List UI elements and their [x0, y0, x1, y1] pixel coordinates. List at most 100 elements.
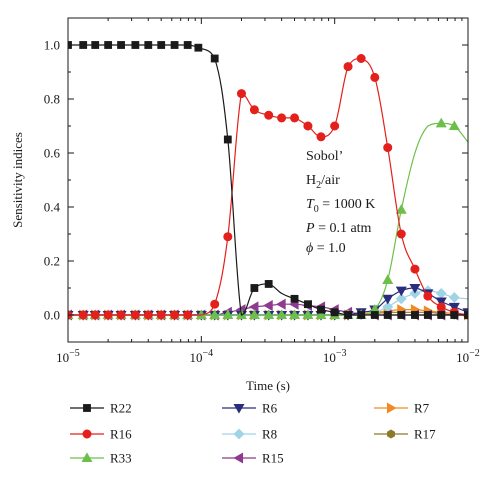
y-tick-label: 0.4: [44, 200, 61, 215]
legend-item-r17: R17: [374, 427, 436, 442]
x-tick-label: 10−2: [456, 348, 480, 365]
data-point-r22: [264, 280, 273, 288]
data-point-r16: [303, 121, 313, 131]
data-point-r16: [343, 62, 353, 72]
legend: R22 R16 R33 R6 R8 R15 R7 R17: [70, 401, 436, 466]
data-point-r8: [435, 287, 447, 299]
legend-item-r15: R15: [222, 451, 284, 466]
data-point-r22: [131, 41, 140, 49]
data-point-r22: [250, 284, 259, 292]
data-point-r16: [423, 291, 433, 301]
x-tick-label: 10−5: [56, 348, 80, 365]
annotation-pressure: P = 0.1 atm: [305, 221, 372, 236]
data-point-r16: [130, 310, 140, 320]
data-point-r16: [183, 310, 193, 320]
legend-marker-r7: [386, 402, 397, 414]
y-tick-label: 0.8: [44, 92, 60, 107]
y-axis-title: Sensitivity indices: [10, 132, 25, 228]
legend-marker-r15: [233, 452, 244, 464]
data-point-r16: [223, 232, 233, 242]
legend-label-r15: R15: [262, 451, 284, 466]
data-point-r33: [315, 309, 327, 320]
legend-item-r16: R16: [70, 427, 132, 442]
legend-marker-r22: [83, 404, 91, 412]
data-point-r22: [411, 311, 419, 319]
data-point-r22: [304, 300, 312, 309]
data-point-r16: [170, 310, 180, 320]
data-point-r22: [344, 311, 352, 319]
x-axis-title: Time (s): [246, 378, 290, 393]
legend-marker-r6: [233, 403, 245, 414]
condition-annotation: Sobol’ H2/air T0 = 1000 K P = 0.1 atm ϕ …: [305, 149, 375, 256]
data-point-r16: [316, 132, 326, 142]
data-point-r16: [277, 113, 287, 123]
data-point-r22: [183, 41, 192, 49]
data-point-r22: [397, 311, 406, 319]
data-point-r33: [302, 309, 314, 320]
data-point-r33: [263, 309, 275, 320]
data-point-r22: [157, 41, 166, 49]
y-tick-label: 0.0: [44, 308, 60, 323]
data-point-r22: [194, 43, 203, 52]
data-point-r16: [78, 310, 88, 320]
data-point-r22: [423, 311, 432, 319]
legend-label-r17: R17: [414, 427, 436, 442]
y-tick-label: 1.0: [44, 38, 60, 53]
data-point-r33: [222, 309, 234, 320]
x-tick-label: 10−4: [190, 348, 214, 365]
data-point-r33: [382, 274, 394, 284]
axis-ticks: 0.0 0.2 0.4 0.6 0.8 1.0 10−5 10−4 10−3 10−2: [44, 18, 480, 365]
data-point-r16: [264, 110, 274, 120]
data-point-r16: [236, 89, 246, 99]
data-point-r16: [116, 310, 126, 320]
legend-item-r7: R7: [374, 401, 430, 416]
legend-marker-r16: [82, 429, 92, 439]
data-point-r22: [450, 311, 459, 319]
legend-label-r22: R22: [110, 401, 132, 416]
data-point-r16: [210, 299, 220, 309]
legend-label-r8: R8: [262, 427, 277, 442]
data-point-r22: [170, 41, 179, 49]
data-point-r16: [249, 105, 259, 115]
annotation-equivalence-ratio: ϕ = 1.0: [306, 241, 346, 256]
data-point-r22: [79, 41, 88, 49]
data-point-r33: [289, 309, 301, 320]
data-point-r15: [276, 298, 286, 310]
data-point-r22: [383, 311, 392, 319]
data-point-r16: [156, 310, 166, 320]
y-tick-label: 0.2: [44, 254, 60, 269]
data-point-r16: [436, 302, 446, 312]
data-point-r16: [356, 53, 366, 63]
series-line-r16: [68, 57, 468, 316]
y-tick-label: 0.6: [44, 146, 61, 161]
data-point-r22: [104, 41, 113, 49]
data-point-r16: [383, 143, 393, 153]
data-point-r15: [248, 301, 259, 313]
legend-marker-r8: [233, 428, 245, 440]
data-point-r6: [395, 286, 407, 297]
data-point-r22: [144, 41, 153, 49]
data-point-r33: [248, 309, 260, 320]
data-point-r22: [437, 311, 446, 319]
data-point-r33: [435, 117, 447, 128]
data-point-r6: [448, 302, 460, 313]
data-point-r16: [90, 310, 100, 320]
annotation-temperature: T0 = 1000 K: [306, 197, 375, 215]
data-point-r16: [370, 72, 380, 82]
data-point-r22: [330, 308, 339, 317]
data-point-r33: [395, 204, 407, 214]
data-point-r6: [409, 283, 421, 294]
data-point-r16: [410, 264, 420, 274]
data-point-r15: [263, 300, 273, 312]
series-r16: [68, 53, 468, 320]
annotation-method: Sobol’: [306, 149, 343, 164]
legend-marker-r17: [387, 429, 395, 439]
legend-item-r6: R6: [222, 401, 278, 416]
data-point-r22: [357, 311, 366, 319]
series-r22: [68, 41, 468, 319]
data-point-r8: [395, 293, 407, 305]
data-point-r16: [143, 310, 153, 320]
legend-label-r6: R6: [262, 401, 278, 416]
legend-label-r7: R7: [414, 401, 430, 416]
